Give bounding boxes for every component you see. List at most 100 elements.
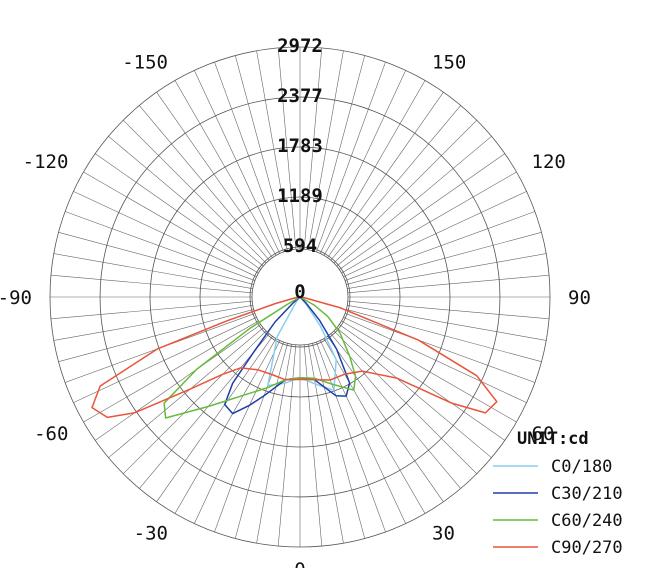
grid-spoke	[235, 343, 288, 539]
grid-spoke	[333, 330, 477, 474]
grid-spoke	[333, 120, 477, 264]
grid-spoke	[346, 232, 542, 285]
grid-spoke	[341, 171, 517, 274]
grid-spoke	[50, 274, 253, 294]
grid-spoke	[347, 300, 550, 320]
angle-label: 0	[294, 559, 305, 568]
polar-grid	[49, 46, 551, 548]
grid-spoke	[214, 342, 284, 533]
grid-spoke	[303, 47, 323, 250]
angle-label: -120	[23, 151, 69, 173]
grid-spoke	[194, 340, 280, 524]
polar-labels: 594 1189 1783 2377 2972 0 0 30 60 90 120 150 -30 -60 -…	[0, 35, 591, 568]
grid-spoke	[347, 274, 550, 294]
angle-label: 120	[532, 151, 566, 173]
grid-spoke	[343, 191, 527, 277]
grid-spoke	[316, 61, 386, 252]
grid-spoke	[50, 300, 253, 320]
grid-spoke	[339, 324, 505, 441]
grid-spoke	[330, 105, 461, 261]
grid-spoke	[346, 309, 542, 362]
grid-spoke	[308, 344, 344, 544]
grid-spoke	[345, 313, 536, 383]
grid-spoke	[73, 191, 257, 277]
grid-spoke	[83, 171, 259, 274]
series-curve-C0-180	[267, 296, 337, 392]
legend: C0/180 C30/210 C60/240 C90/270	[493, 457, 623, 558]
grid-spoke	[95, 324, 261, 441]
grid-spoke	[347, 305, 547, 341]
grid-ring	[149, 146, 451, 448]
grid-spoke	[73, 317, 257, 403]
ring-value-label: 2377	[277, 85, 323, 107]
grid-ring	[99, 96, 501, 498]
grid-spoke	[330, 333, 461, 489]
series-layer	[91, 296, 498, 419]
unit-label: UNIT:cd	[517, 429, 589, 449]
ring-value-label: 1189	[277, 185, 323, 207]
grid-spoke	[53, 305, 253, 341]
grid-spoke	[123, 330, 267, 474]
grid-spoke	[256, 50, 292, 250]
grid-spoke	[256, 344, 292, 544]
grid-spoke	[323, 338, 426, 514]
grid-spoke	[95, 153, 261, 270]
grid-spoke	[308, 50, 344, 250]
grid-spoke	[156, 336, 273, 502]
grid-spoke	[139, 105, 270, 261]
grid-spoke	[194, 70, 280, 254]
series-curve-C60-240	[163, 296, 357, 419]
grid-spoke	[235, 55, 288, 251]
grid-spoke	[108, 327, 264, 458]
angle-label: -60	[34, 423, 68, 445]
ring-value-label: 2972	[277, 35, 323, 57]
legend-label: C0/180	[551, 457, 612, 477]
angle-label: 30	[432, 523, 455, 545]
grid-spoke	[320, 70, 406, 254]
grid-spoke	[58, 309, 254, 362]
grid-spoke	[174, 338, 277, 514]
angle-label: 150	[432, 51, 466, 73]
grid-spoke	[174, 80, 277, 256]
grid-spoke	[123, 120, 267, 264]
grid-spoke	[214, 61, 284, 252]
angle-label: 60	[532, 423, 555, 445]
grid-spoke	[343, 317, 527, 403]
series-curve-C90-270	[91, 296, 498, 419]
grid-spoke	[277, 47, 297, 250]
grid-spoke	[336, 327, 492, 458]
grid-spoke	[312, 55, 365, 251]
grid-spoke	[323, 80, 426, 256]
grid-spoke	[345, 211, 536, 281]
legend-label: C30/210	[551, 484, 623, 504]
grid-spoke	[108, 136, 264, 267]
angle-label: -30	[134, 523, 168, 545]
grid-ring	[249, 246, 351, 348]
grid-spoke	[320, 340, 406, 524]
legend-label: C60/240	[551, 511, 623, 531]
ring-value-label: 1783	[277, 135, 323, 157]
grid-spoke	[64, 211, 255, 281]
grid-ring	[49, 46, 551, 548]
grid-spoke	[53, 253, 253, 289]
grid-spoke	[336, 136, 492, 267]
grid-inner-circle	[251, 248, 349, 346]
grid-spoke	[347, 253, 547, 289]
grid-spoke	[339, 153, 505, 270]
angle-label: -90	[0, 287, 32, 309]
grid-spoke	[312, 343, 365, 539]
grid-spoke	[58, 232, 254, 285]
center-label: 0	[294, 281, 305, 303]
angle-label: 90	[568, 287, 591, 309]
legend-label: C90/270	[551, 538, 623, 558]
grid-spoke	[327, 92, 444, 258]
grid-spoke	[83, 320, 259, 423]
grid-spoke	[341, 320, 517, 423]
grid-spoke	[316, 342, 386, 533]
grid-spoke	[139, 333, 270, 489]
grid-spoke	[156, 92, 273, 258]
ring-value-label: 594	[283, 235, 317, 257]
angle-label: -150	[122, 51, 168, 73]
grid-ring	[199, 196, 401, 398]
